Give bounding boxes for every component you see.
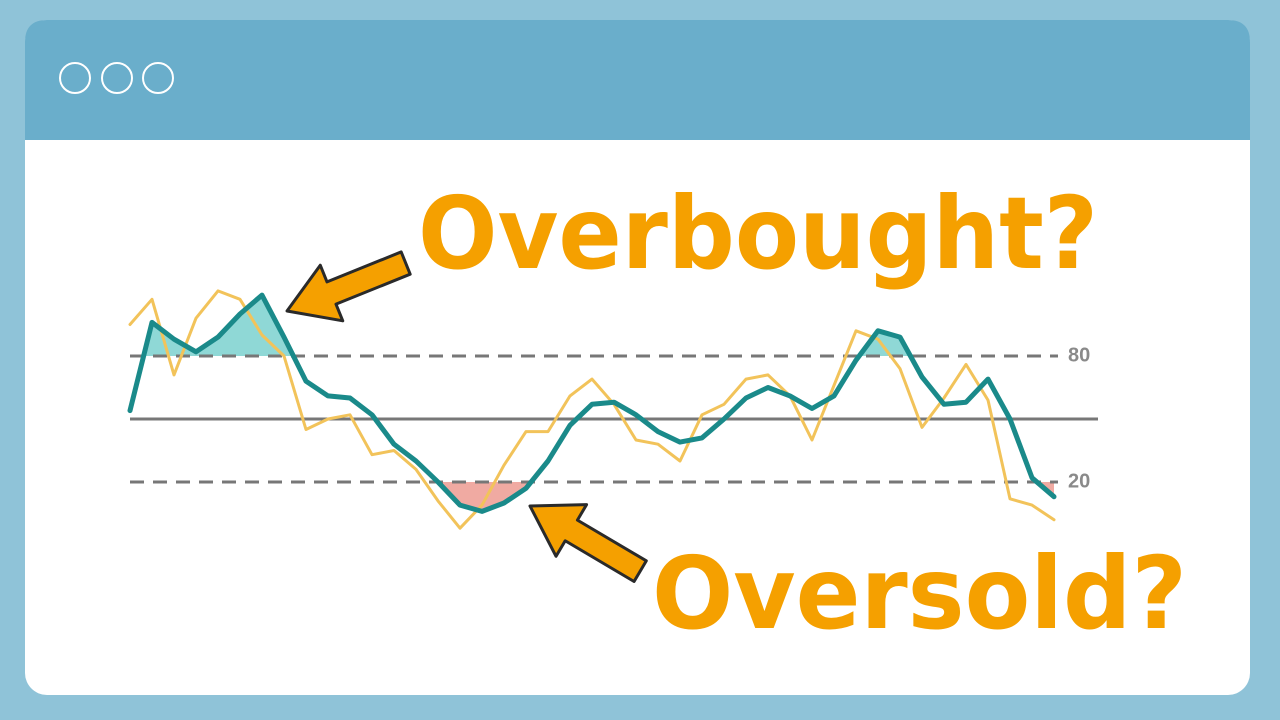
y-tick-label: 20 <box>1068 470 1090 492</box>
window-button[interactable] <box>142 62 174 94</box>
y-tick-label: 80 <box>1068 344 1090 366</box>
overbought-zone <box>130 295 1054 356</box>
series-line <box>127 292 1057 514</box>
annotation: Oversold? <box>652 535 1187 652</box>
window-button[interactable] <box>101 62 133 94</box>
series-line <box>128 289 1056 530</box>
window-header <box>25 20 1250 140</box>
arrow <box>285 250 412 323</box>
window-button[interactable] <box>59 62 91 94</box>
arrow <box>528 503 648 583</box>
annotation: Overbought? <box>418 175 1098 292</box>
